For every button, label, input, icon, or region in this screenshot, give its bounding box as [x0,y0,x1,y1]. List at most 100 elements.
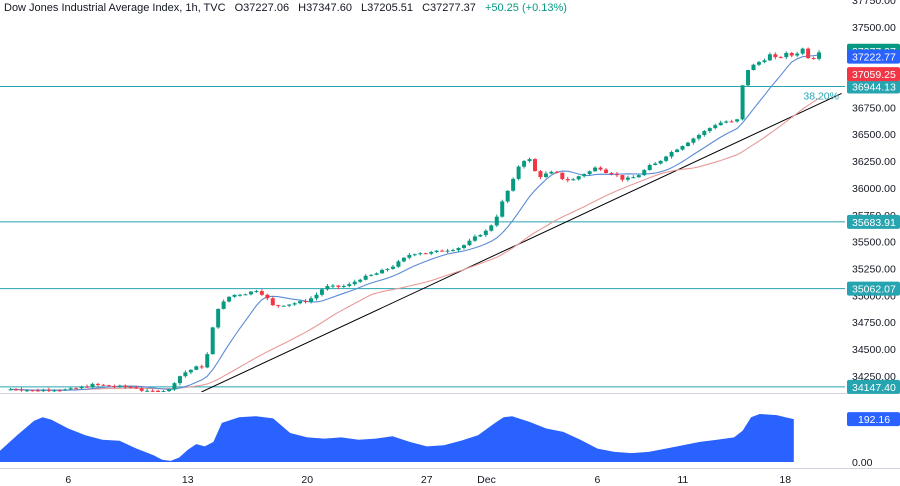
candles [8,47,822,392]
y-tick-label: 36750.00 [852,102,896,114]
candle-body [806,48,811,59]
x-tick-label: Dec [477,474,496,486]
ma-fast-line [10,54,820,391]
candle-body [598,167,603,170]
candle-body [347,284,352,287]
y-tick-label: 34750.00 [852,317,896,329]
candle-body [478,234,483,237]
candle-body [385,268,390,270]
candle-body [319,289,324,295]
candle-body [248,291,253,295]
candle-body [243,294,248,296]
candle-body [532,159,537,172]
candle-body [167,389,171,392]
ohlc-high: H37347.60 [298,2,352,14]
candle-body [560,172,565,180]
candle-body [150,390,155,392]
candle-body [46,389,51,391]
chart-header: Dow Jones Industrial Average Index, 1h, … [4,2,573,14]
candle-body [281,305,286,307]
candle-body [68,388,73,390]
x-tick-label: 6 [595,474,601,486]
candle-body [762,60,767,63]
candle-body [675,149,680,152]
candle-body [287,304,292,306]
y-tick-label: 34500.00 [852,344,896,356]
candle-body [789,52,794,56]
candle-body [620,175,625,180]
candle-body [161,391,166,392]
level-badge-3-bg [847,379,900,394]
candle-body [658,160,663,164]
symbol-title: Dow Jones Industrial Average Index, 1h, … [4,2,226,14]
candle-body [265,294,270,299]
candle-body [396,261,401,267]
candle-body [751,64,756,71]
candle-body [227,296,232,302]
candle-body [352,281,357,285]
candle-body [647,165,652,171]
candle-body [707,128,712,132]
candle-body [609,173,614,175]
candle-body [232,294,237,297]
candle-body [522,161,527,167]
ohlc-low: L37205.51 [361,2,414,14]
candle-body [554,171,559,173]
y-tick-label: 36250.00 [852,156,896,168]
level-badge-2-bg [847,281,900,296]
x-tick-label: 27 [421,474,433,486]
candle-body [156,390,161,392]
candle-body [85,386,90,388]
y-tick-label: 34250.00 [852,371,896,383]
candle-body [505,190,510,202]
candle-body [139,388,144,391]
candle-body [593,167,598,172]
candle-body [336,285,341,287]
candle-body [259,291,264,295]
candle-body [756,62,761,65]
candle-body [483,230,488,235]
x-tick-label: 11 [677,474,688,486]
candle-body [811,58,816,60]
candle-body [778,57,783,59]
candle-body [669,151,674,157]
candle-body [172,383,177,390]
candle-body [79,386,84,389]
candle-body [642,170,647,176]
candle-body [445,250,450,252]
candle-body [784,52,789,58]
candle-body [14,389,19,391]
candle-body [117,385,122,387]
level-badge-3: 34147.40 [852,382,896,394]
candle-body [216,308,221,328]
candle-body [511,178,516,191]
candle-body [696,134,701,139]
candle-body [817,52,822,59]
candle-body [309,298,314,302]
level-badge-0: 36944.13 [852,82,896,94]
candle-body [472,236,477,241]
candle-body [582,174,587,177]
candle-body [358,279,363,282]
candle-body [8,389,13,391]
candle-body [549,171,554,174]
candle-body [134,387,139,389]
osc-value-badge: 192.16 [858,414,890,426]
candle-body [106,385,111,387]
candle-body [254,291,259,293]
y-tick-label: 36500.00 [852,129,896,141]
x-tick-label: 20 [301,474,313,486]
candle-body [407,254,412,258]
candle-body [735,119,740,122]
candle-body [210,327,215,355]
fib-level-label: 38.20% [803,91,839,103]
candle-body [423,253,428,255]
candle-body [795,53,800,56]
level-badge-1-bg [847,214,900,229]
osc-value-badge-bg [847,412,900,427]
candle-body [341,286,346,288]
candle-body [35,390,40,392]
ma-fast-badge-bg [847,49,900,64]
candle-body [52,390,57,392]
